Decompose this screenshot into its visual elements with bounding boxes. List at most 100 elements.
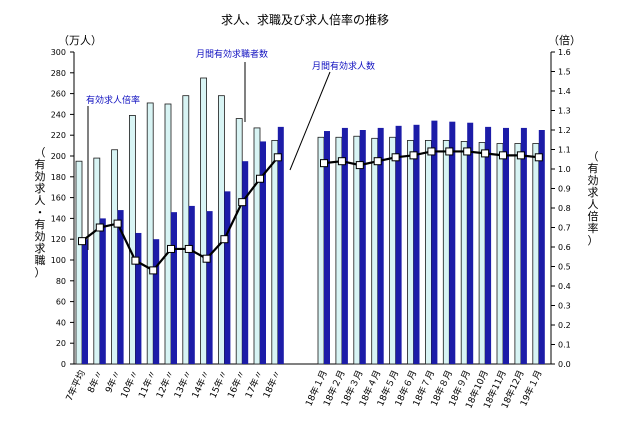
openings-bar (341, 127, 348, 364)
right-axis-title-text-glyph: 倍 (588, 209, 599, 223)
left-axis-title-text-glyph: 求 (35, 242, 46, 255)
right-tick-label: 1.1 (558, 146, 571, 155)
ratio-point (463, 147, 472, 156)
ratio-point (202, 254, 211, 263)
seekers-bar (442, 139, 450, 365)
ratio-point (445, 147, 454, 156)
openings-bar (135, 232, 142, 364)
seekers-bar (164, 103, 172, 365)
left-tick-label: 120 (51, 235, 66, 244)
left-axis-title-text-glyph: 人 (35, 194, 46, 207)
seekers-bar (496, 143, 504, 365)
ratio-point (78, 237, 86, 246)
right-axis-title-text-glyph: 率 (588, 221, 599, 235)
ratio-point (355, 161, 364, 170)
left-axis-title-text-glyph: 求 (35, 182, 46, 195)
ratio-point (184, 244, 193, 253)
seekers-bar (217, 95, 225, 365)
ratio-point (499, 151, 507, 160)
ratio-point (534, 153, 543, 162)
left-axis-title: （有効求人・有効求職） (35, 146, 46, 279)
right-tick-label: 1.4 (558, 87, 571, 96)
ratio-point (373, 157, 382, 166)
category-label: 9年〃 (102, 368, 123, 395)
right-tick-label: 1.5 (558, 68, 571, 77)
right-tick-label: 0.6 (558, 243, 571, 252)
openings-bar (153, 239, 160, 364)
openings-bar (359, 130, 366, 364)
left-axis-title-text-glyph: 効 (35, 229, 46, 243)
right-axis-title-text: （有効求人倍率） (588, 150, 599, 247)
ratio-point (167, 244, 175, 253)
left-axis-title-text: （有効求人・有効求職） (35, 146, 46, 279)
left-tick-label: 20 (56, 339, 66, 348)
seekers-bar (424, 139, 432, 365)
left-axis-title-text-glyph: ） (35, 266, 46, 279)
right-tick-label: 0.8 (558, 204, 571, 213)
left-tick-label: 220 (51, 131, 66, 140)
right-axis-title: （有効求人倍率） (588, 150, 599, 247)
openings-bar (324, 131, 330, 364)
chart-title: 求人、求職及び求人倍率の推移 (221, 12, 389, 27)
seekers-bar (478, 142, 486, 365)
seekers-bar (253, 127, 261, 365)
left-tick-label: 140 (51, 214, 66, 223)
seekers-bar (93, 157, 101, 365)
category-label: 8年〃 (85, 368, 106, 395)
seekers-bar (182, 95, 190, 365)
left-tick-label: 40 (56, 318, 66, 327)
right-axis-title-text-glyph: 有 (588, 161, 599, 175)
ratio-point (391, 153, 400, 162)
right-axis-title-text-glyph: ） (588, 234, 599, 247)
seekers-bar (514, 143, 522, 365)
annotations: 有効求人倍率 月間有効求職者数 月間有効求人数 (86, 48, 375, 250)
annotation-openings: 月間有効求人数 (312, 60, 375, 72)
openings-bar (377, 127, 384, 364)
category-labels: 7年平均8年〃9年〃10年〃11年〃12年〃13年〃14年〃15年〃16年〃17… (63, 368, 545, 410)
left-tick-label: 240 (51, 110, 66, 119)
annotation-seekers: 月間有効求職者数 (196, 48, 268, 60)
openings-bar (277, 126, 284, 364)
ratio-point (131, 256, 140, 265)
openings-bar (413, 124, 420, 364)
ratio-point (427, 147, 436, 156)
openings-bar (485, 126, 492, 364)
seekers-bar (371, 137, 379, 365)
left-axis-title-text-glyph: 有 (35, 217, 46, 231)
openings-bar (260, 141, 266, 364)
right-tick-label: 0.3 (558, 302, 571, 311)
seekers-bar (146, 102, 154, 365)
ratio-point (149, 266, 158, 275)
right-axis-title-text-glyph: （ (588, 150, 599, 163)
right-axis-unit: （倍） (548, 33, 581, 47)
left-tick-label: 100 (51, 256, 66, 265)
seekers-bar (317, 136, 325, 365)
bars-layer (75, 77, 545, 365)
ratio-point (238, 198, 247, 207)
openings-bar (82, 239, 88, 364)
openings-bar (503, 127, 509, 364)
seekers-bar (235, 118, 243, 365)
left-tick-label: 300 (51, 48, 66, 57)
left-tick-label: 200 (51, 152, 66, 161)
annotation-openings-leader (289, 71, 331, 171)
openings-bar (206, 211, 213, 364)
right-axis-title-text-glyph: 人 (588, 198, 599, 211)
openings-bar (467, 122, 474, 364)
seekers-bar (75, 160, 83, 365)
left-axis-title-text-glyph: （ (35, 146, 46, 159)
ratio-line-layer (78, 147, 543, 275)
left-axis-title-text-glyph: 職 (35, 254, 46, 267)
ratio-point (220, 235, 229, 244)
ratio-point (95, 223, 104, 232)
right-tick-label: 0.0 (558, 360, 571, 369)
right-tick-label: 0.4 (558, 282, 571, 291)
seekers-bar (271, 139, 279, 365)
seekers-bar (128, 115, 136, 365)
seekers-bar (200, 77, 208, 365)
seekers-bar (335, 136, 343, 365)
left-axis-title-text-glyph: ・ (35, 206, 46, 219)
right-tick-label: 0.2 (558, 321, 571, 330)
seekers-bar (407, 139, 414, 365)
